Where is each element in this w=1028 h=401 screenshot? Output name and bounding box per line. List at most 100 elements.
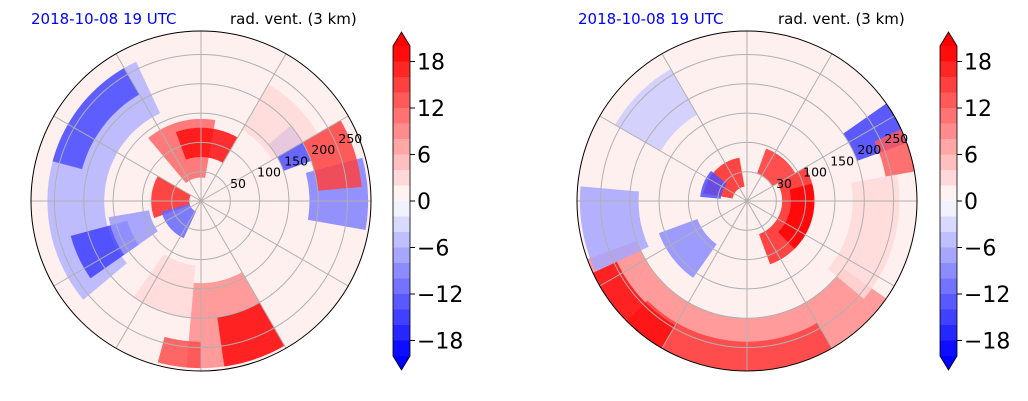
colorbar-level — [393, 170, 410, 186]
colorbar-level — [940, 61, 957, 78]
colorbar-level — [393, 309, 410, 326]
colorbar-level — [393, 92, 410, 109]
grid-spoke — [115, 200, 202, 349]
colorbar-level — [393, 108, 410, 124]
colorbar-level — [940, 216, 957, 233]
colorbar-level — [393, 247, 410, 264]
colorbar-tick-label: 0 — [964, 190, 978, 215]
colorbar-level — [940, 123, 957, 140]
colorbar-level — [393, 77, 410, 93]
colorbar-tick-label: 0 — [417, 190, 431, 215]
colorbar-extend-min — [393, 356, 410, 370]
colorbar-extend-min — [940, 356, 957, 370]
colorbar-outline — [939, 31, 958, 371]
colorbar-level — [393, 123, 410, 140]
colorbar-tick-label: 18 — [417, 51, 445, 76]
colorbar-tick-label: 12 — [964, 97, 992, 122]
field-feature — [757, 148, 796, 187]
field-feature — [175, 127, 238, 163]
ring-label: 250 — [884, 131, 908, 146]
grid-spoke — [599, 115, 748, 202]
field-feature — [827, 174, 900, 299]
colorbar-tick-label: 12 — [417, 97, 445, 122]
colorbar-level — [940, 185, 957, 202]
colorbar-tick-label: −6 — [417, 237, 449, 262]
grid-spoke — [746, 200, 833, 349]
colorbar-extend-max — [940, 32, 957, 46]
panel-1-outer-boundary — [30, 30, 372, 372]
field-feature — [579, 186, 649, 272]
colorbar-level — [940, 278, 957, 295]
colorbar-outline — [392, 31, 411, 371]
colorbar-level — [393, 154, 410, 171]
field-feature — [592, 261, 676, 349]
colorbar-level — [940, 77, 957, 93]
field-feature — [658, 219, 717, 278]
panel-2-field — [579, 69, 915, 371]
panel-1-field — [47, 61, 369, 369]
grid-spoke — [746, 53, 833, 202]
panel-2-colorbar: −18 −12 −6 0 6 12 18 — [939, 31, 1010, 371]
colorbar-tick-label: 18 — [964, 51, 992, 76]
colorbar-level — [393, 61, 410, 78]
colorbar-level — [940, 340, 957, 357]
ring-label: 100 — [257, 165, 281, 180]
colorbar-tick-label: −12 — [964, 283, 1010, 308]
colorbar-level — [940, 201, 957, 217]
field-feature — [157, 336, 201, 369]
colorbar-level — [393, 340, 410, 357]
colorbar-level — [393, 216, 410, 233]
field-feature — [242, 84, 318, 160]
ring-label: 50 — [230, 176, 246, 191]
colorbar-level — [940, 263, 957, 279]
colorbar-level — [940, 139, 957, 155]
ring-label: 150 — [284, 153, 308, 168]
colorbar-tick-label: 6 — [417, 144, 431, 169]
colorbar-level — [393, 46, 410, 62]
colorbar-level — [940, 92, 957, 109]
colorbar-level — [393, 185, 410, 202]
grid-spoke — [599, 200, 748, 287]
colorbar-tick-label: 6 — [964, 144, 978, 169]
panel-2-polar-grid — [577, 31, 917, 371]
colorbar-level — [393, 139, 410, 155]
grid-spoke — [746, 115, 895, 202]
grid-spoke — [661, 200, 748, 349]
colorbar-level — [393, 294, 410, 310]
panel-1-date-title: 2018-10-08 19 UTC — [31, 10, 177, 28]
panel-1-colorbar: −18 −12 −6 0 6 12 18 — [392, 31, 463, 371]
colorbar-level — [393, 263, 410, 279]
grid-spoke — [200, 115, 349, 202]
field-feature — [302, 120, 362, 191]
colorbar-level — [940, 108, 957, 124]
panel-1-polar-grid — [31, 31, 371, 371]
ring-label: 150 — [830, 153, 854, 168]
panel-2-variable-title: rad. vent. (3 km) — [778, 10, 905, 28]
grid-spoke — [200, 200, 287, 349]
colorbar-level — [940, 247, 957, 264]
colorbar-level — [393, 325, 410, 341]
panel-2-date-title: 2018-10-08 19 UTC — [578, 10, 724, 28]
colorbar-level — [393, 201, 410, 217]
colorbar-level — [393, 278, 410, 295]
colorbar-level — [940, 170, 957, 186]
panel-2: 2018-10-08 19 UTC rad. vent. (3 km) 30 10… — [576, 10, 1010, 372]
field-feature — [217, 302, 285, 367]
field-feature — [615, 69, 698, 152]
colorbar-level — [940, 325, 957, 341]
colorbar-level — [940, 154, 957, 171]
grid-spoke — [746, 200, 895, 287]
ring-label: 30 — [776, 176, 792, 191]
grid-spoke — [200, 53, 287, 202]
panel-1-variable-title: rad. vent. (3 km) — [230, 10, 357, 28]
ring-label: 200 — [857, 142, 881, 157]
colorbar-extend-max — [393, 32, 410, 46]
ring-label: 200 — [311, 142, 335, 157]
grid-spoke — [200, 200, 349, 287]
grid-spoke — [53, 115, 202, 202]
